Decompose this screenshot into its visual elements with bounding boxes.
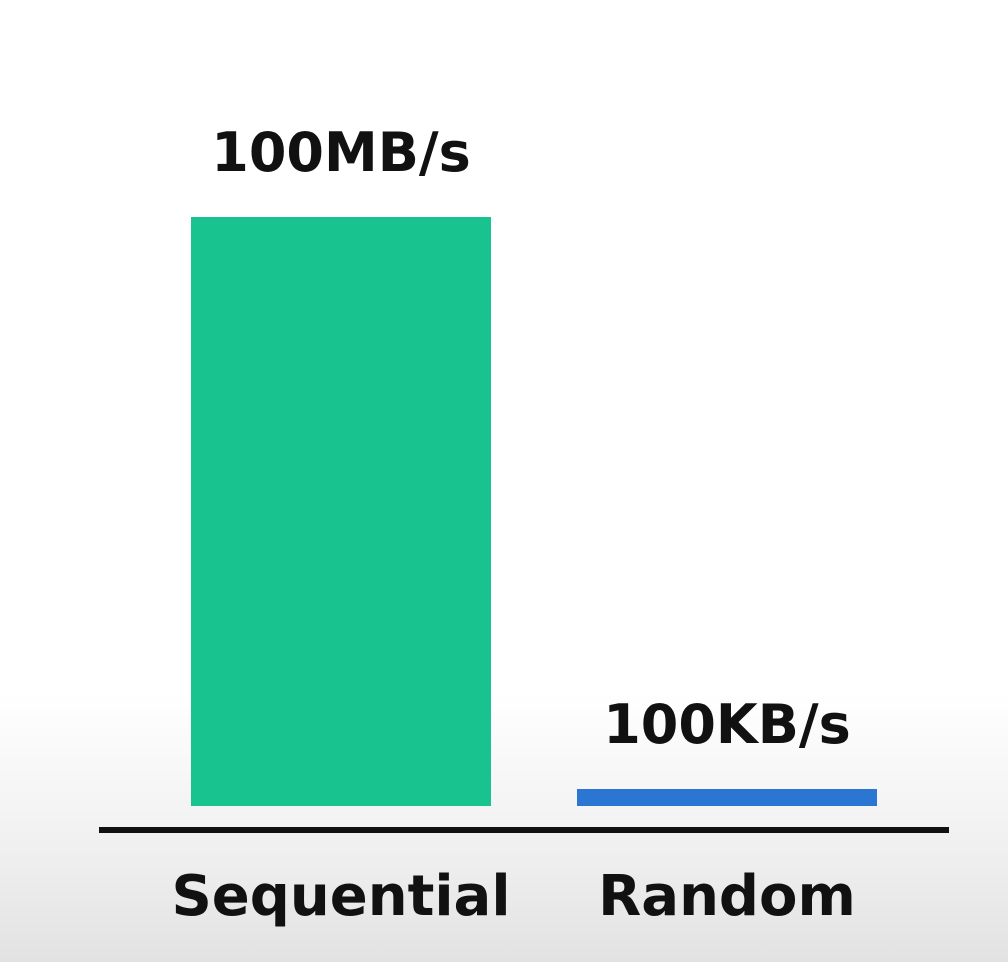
bar-random (577, 789, 877, 806)
value-labels-group: 100MB/s 100KB/s (211, 121, 851, 756)
bars-group (191, 217, 877, 806)
data-label-sequential: 100MB/s (211, 121, 470, 184)
data-label-random: 100KB/s (603, 693, 851, 756)
bar-sequential (191, 217, 491, 806)
category-label-sequential: Sequential (171, 864, 510, 929)
category-label-random: Random (598, 864, 856, 929)
category-labels-group: Sequential Random (171, 864, 855, 929)
